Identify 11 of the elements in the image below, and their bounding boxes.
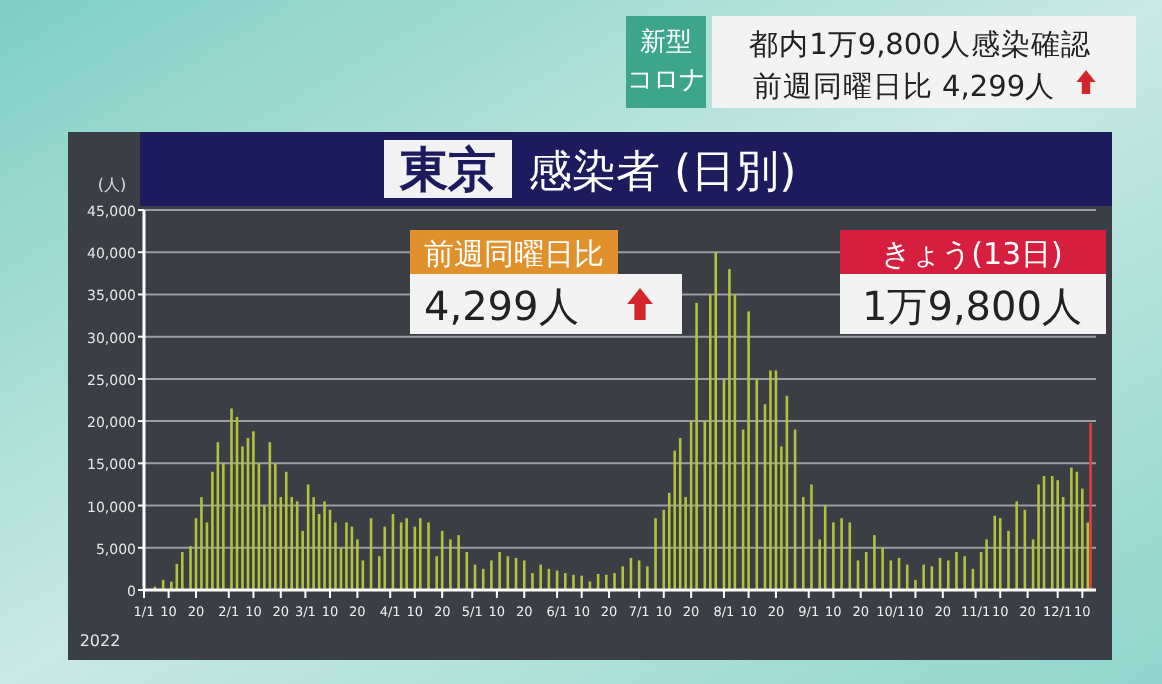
annotation: 前週同曜日比 xyxy=(424,236,604,272)
text: コロナ xyxy=(627,66,705,96)
text: 2022 xyxy=(79,632,121,650)
text: 新型 xyxy=(640,28,692,58)
annotation: きょう(13日) xyxy=(881,236,1063,272)
chart-title: 東京 感染者 (日別) xyxy=(398,142,797,198)
annotation: 4,299人 xyxy=(424,282,579,330)
y-axis-title: (人) xyxy=(97,176,127,194)
text: 前週同曜日比 4,299人 xyxy=(752,70,1056,104)
annotation: 1万9,800人 xyxy=(862,282,1082,330)
text: 都内1万9,800人感染確認 xyxy=(749,28,1091,62)
